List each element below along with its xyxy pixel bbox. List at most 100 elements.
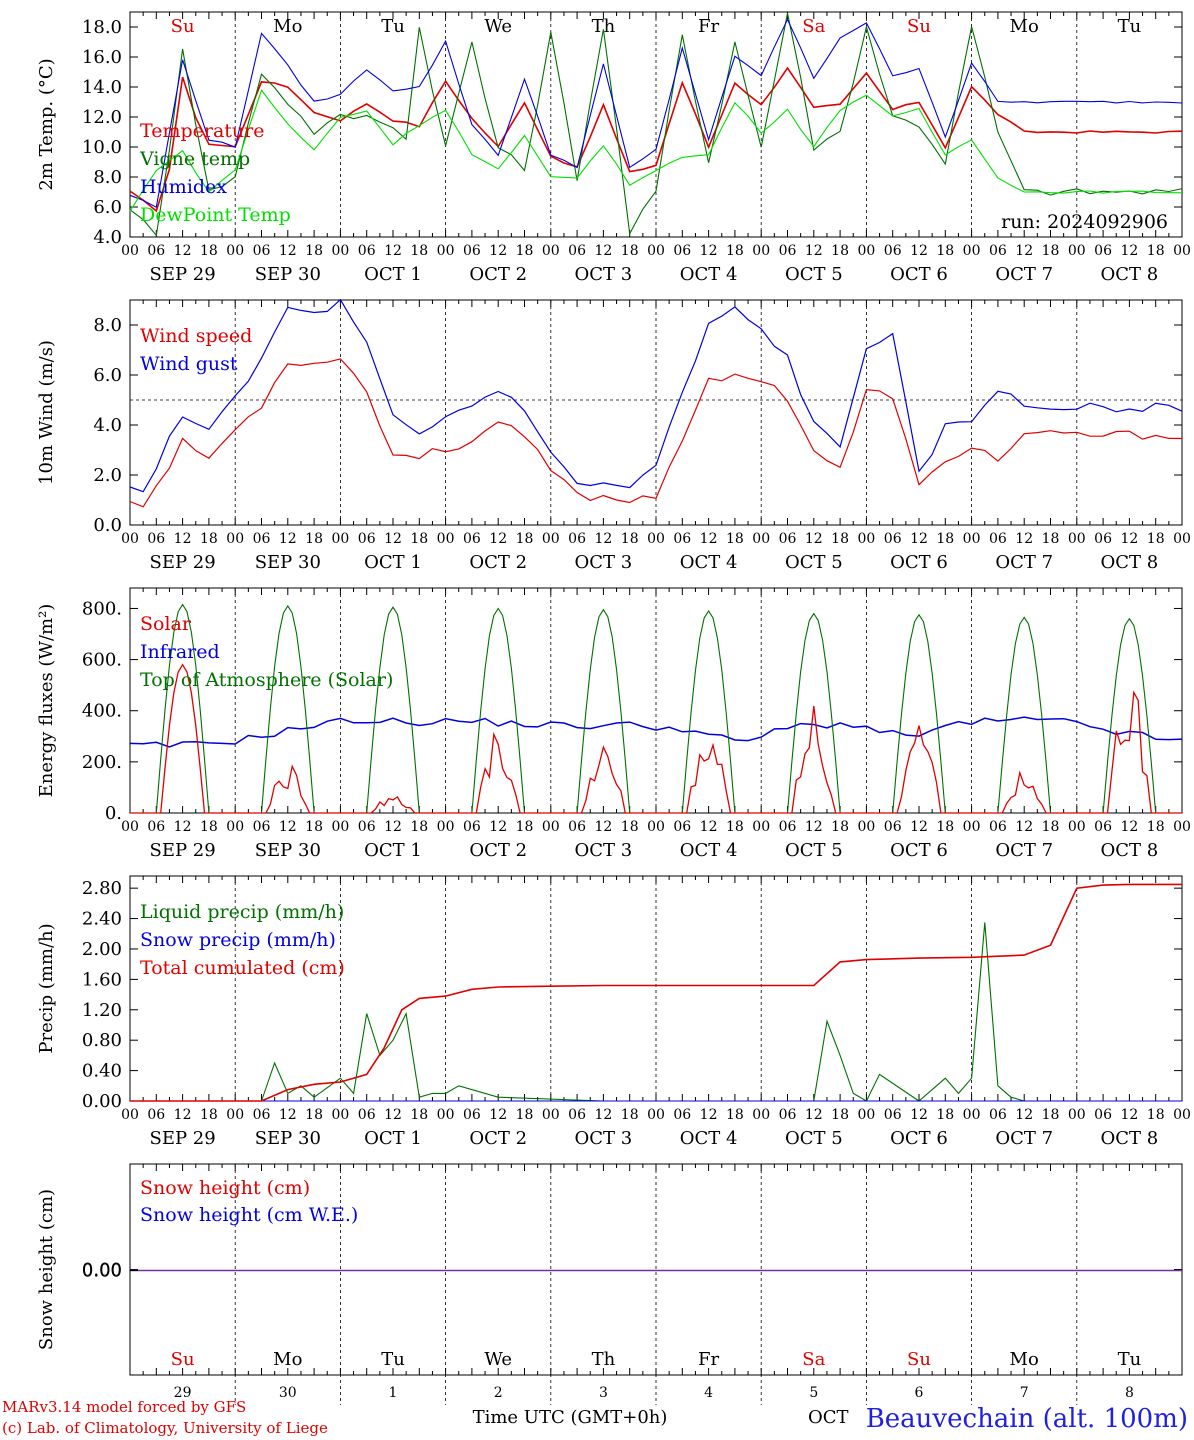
day-abbrevs-top: Su Mo Tu We Th Fr Sa Su Mo Tu <box>171 16 1142 37</box>
hour-tick-label: 12 <box>1015 819 1033 835</box>
hour-tick-label: 18 <box>621 243 639 259</box>
y-tick-label: 8.0 <box>93 167 122 188</box>
hour-tick-label: 00 <box>1068 243 1086 259</box>
y-axis-label: Snow height (cm) <box>36 1189 57 1350</box>
hour-tick-label: 00 <box>1173 1107 1191 1123</box>
hour-tick-label: 18 <box>200 243 218 259</box>
hour-tick-label: 06 <box>779 1107 797 1123</box>
hour-tick-label: 18 <box>1042 819 1060 835</box>
y-tick-label: 2.00 <box>82 939 122 960</box>
hour-tick-label: 00 <box>121 531 139 547</box>
hour-tick-label: 18 <box>831 1107 849 1123</box>
hour-tick-label: 00 <box>752 243 770 259</box>
date-labels: SEP 29 SEP 30 OCT 1 OCT 2 OCT 3 OCT 4 OCT 5 OCT… <box>149 264 1158 285</box>
hour-tick-label: 06 <box>463 243 481 259</box>
hour-labels: 00 06 12 18 00 06 12 18 00 06 12 18 00 06 12 18 00 06 12 18… <box>121 1107 1191 1123</box>
date-label: OCT 5 <box>785 840 843 861</box>
date-label: OCT 4 <box>680 264 738 285</box>
date-label: SEP 30 <box>255 1128 321 1149</box>
day-number-label: 6 <box>915 1385 924 1401</box>
x-ticks <box>129 588 1183 813</box>
date-label: SEP 29 <box>149 840 215 861</box>
date-label: OCT 2 <box>469 1128 527 1149</box>
hour-tick-label: 12 <box>700 819 718 835</box>
hour-tick-label: 18 <box>621 1107 639 1123</box>
legend-entry: DewPoint Temp <box>140 204 291 226</box>
hour-tick-label: 12 <box>1120 243 1138 259</box>
chart-panel-5: 0.00 Snow height (cm) 0.00 Su 29 Mo 30 Tu 1 We 2 Th… <box>36 1163 1183 1405</box>
date-label: SEP 30 <box>255 264 321 285</box>
hour-tick-label: 06 <box>884 1107 902 1123</box>
legend-entry: Top of Atmosphere (Solar) <box>140 669 393 691</box>
chart-panel-1: 00 06 12 18 00 06 12 18 00 06 12 18 00 06 12 18 00 06 12 18… <box>36 11 1191 285</box>
hour-tick-label: 18 <box>1147 1107 1165 1123</box>
day-abbrev-label: We <box>484 16 512 37</box>
day-number-label: 30 <box>279 1385 297 1401</box>
date-label: OCT 8 <box>1101 552 1159 573</box>
hour-tick-label: 12 <box>279 531 297 547</box>
hour-tick-label: 12 <box>174 531 192 547</box>
legend: Solar Infrared Top of Atmosphere (Solar) <box>140 613 393 691</box>
day-number-label: 5 <box>809 1385 818 1401</box>
hour-tick-label: 18 <box>1042 531 1060 547</box>
date-label: OCT 7 <box>995 264 1053 285</box>
hour-tick-label: 00 <box>331 531 349 547</box>
credit-model: MARv3.14 model forced by GFS <box>2 1398 246 1416</box>
hour-tick-label: 18 <box>516 819 534 835</box>
hour-tick-label: 12 <box>910 531 928 547</box>
hour-tick-label: 18 <box>1042 1107 1060 1123</box>
hour-tick-label: 00 <box>226 531 244 547</box>
hour-tick-label: 06 <box>358 243 376 259</box>
hour-tick-label: 12 <box>279 819 297 835</box>
hour-tick-label: 00 <box>542 531 560 547</box>
chart-panel-3: 00 06 12 18 00 06 12 18 00 06 12 18 00 06 12 18 00 06 12 18… <box>36 587 1191 861</box>
hour-tick-label: 18 <box>410 1107 428 1123</box>
hour-tick-label: 00 <box>1068 819 1086 835</box>
date-label: OCT 7 <box>995 1128 1053 1149</box>
hour-tick-label: 06 <box>253 243 271 259</box>
day-abbrev-label: Tu <box>381 16 405 37</box>
day-number-label: 8 <box>1125 1385 1134 1401</box>
hour-tick-label: 00 <box>437 819 455 835</box>
hour-tick-label: 06 <box>358 1107 376 1123</box>
day-abbrev-label: We <box>484 1349 512 1370</box>
hour-tick-label: 12 <box>1120 531 1138 547</box>
hour-tick-label: 00 <box>437 243 455 259</box>
hour-tick-label: 06 <box>779 531 797 547</box>
day-abbrev-label: Sa <box>802 16 825 37</box>
hour-tick-label: 12 <box>700 1107 718 1123</box>
y-axis: 0.00 0.40 0.80 1.20 1.60 2.00 2.40 2.80 Precip (… <box>36 878 1182 1112</box>
date-label: OCT 4 <box>680 552 738 573</box>
y-tick-label: 16.0 <box>82 47 122 68</box>
y-tick-label: 6.0 <box>93 197 122 218</box>
date-label: OCT 1 <box>364 840 422 861</box>
date-label: OCT 5 <box>785 264 843 285</box>
day-number-label: 29 <box>174 1385 192 1401</box>
hour-tick-label: 18 <box>621 819 639 835</box>
hour-tick-label: 00 <box>542 243 560 259</box>
y-tick-label: 2.0 <box>93 465 122 486</box>
y-tick-label: 0.40 <box>82 1061 122 1082</box>
hour-tick-label: 00 <box>963 243 981 259</box>
hour-tick-label: 18 <box>936 531 954 547</box>
date-label: OCT 4 <box>680 840 738 861</box>
hour-tick-label: 06 <box>253 819 271 835</box>
hour-tick-label: 06 <box>568 531 586 547</box>
date-label: OCT 7 <box>995 552 1053 573</box>
series-line <box>129 66 1183 213</box>
date-labels: SEP 29 SEP 30 OCT 1 OCT 2 OCT 3 OCT 4 OCT 5 OCT… <box>149 840 1158 861</box>
hour-tick-label: 12 <box>910 1107 928 1123</box>
y-tick-label: 800. <box>82 598 122 619</box>
y-axis-label: 10m Wind (m/s) <box>36 340 57 485</box>
date-label: OCT 3 <box>575 1128 633 1149</box>
hour-tick-label: 06 <box>1094 1107 1112 1123</box>
day-abbrev-label: Fr <box>698 16 719 37</box>
hour-tick-label: 12 <box>594 243 612 259</box>
hour-tick-label: 00 <box>331 1107 349 1123</box>
hour-tick-label: 18 <box>305 1107 323 1123</box>
hour-tick-label: 06 <box>147 531 165 547</box>
hour-tick-label: 18 <box>1147 243 1165 259</box>
y-tick-label: 0.80 <box>82 1030 122 1051</box>
hour-tick-label: 00 <box>542 1107 560 1123</box>
